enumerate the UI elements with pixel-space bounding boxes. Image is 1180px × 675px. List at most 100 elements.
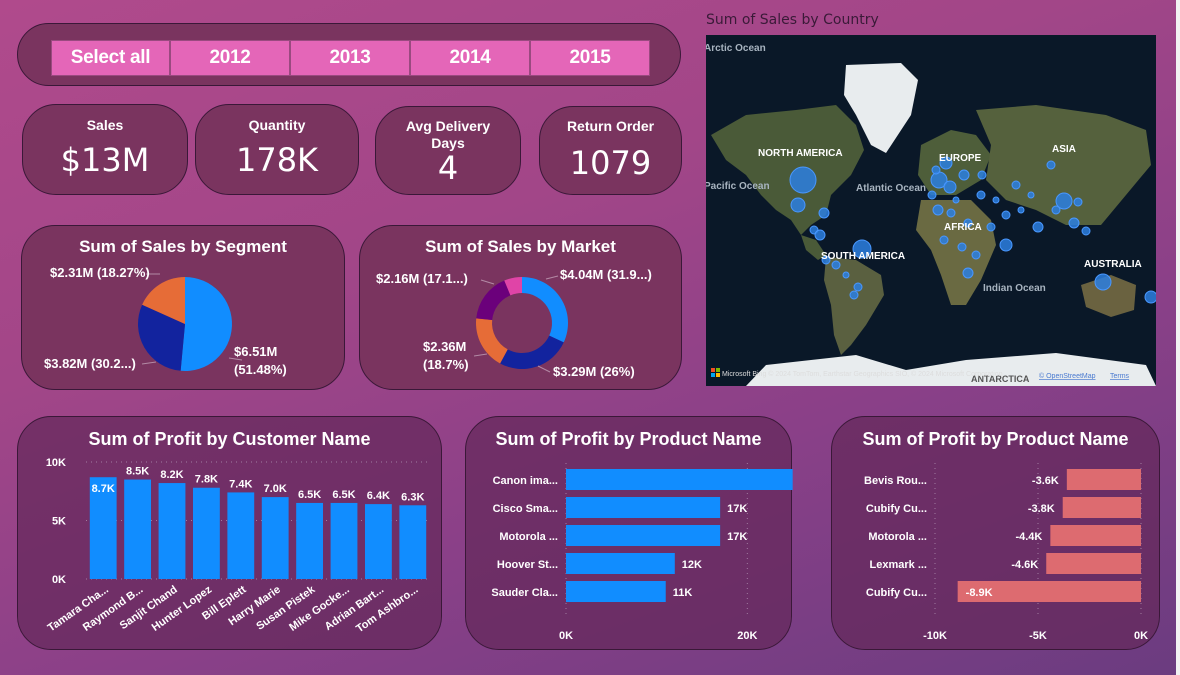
map-bubble[interactable] xyxy=(1068,217,1080,229)
pie-slice[interactable] xyxy=(138,304,185,371)
slice-label: (51.48%) xyxy=(234,362,287,377)
map-bubble[interactable] xyxy=(958,169,970,181)
bar[interactable] xyxy=(124,479,152,579)
y-tick-label: Canon ima... xyxy=(493,475,558,487)
sales-by-country-map[interactable]: NORTH AMERICA EUROPE ASIA AFRICA SOUTH A… xyxy=(706,35,1156,386)
pie-slice[interactable] xyxy=(476,318,508,364)
map-bubble[interactable] xyxy=(789,166,817,194)
bar[interactable] xyxy=(261,497,289,579)
map-bubble[interactable] xyxy=(963,218,973,228)
data-label: -3.8K xyxy=(1028,503,1055,515)
map-bubble[interactable] xyxy=(852,239,872,259)
data-label: -4.6K xyxy=(1011,559,1038,571)
openstreetmap-link[interactable]: © OpenStreetMap xyxy=(1039,372,1096,380)
map-canvas[interactable]: NORTH AMERICA EUROPE ASIA AFRICA SOUTH A… xyxy=(706,35,1156,386)
map-bubble[interactable] xyxy=(1081,226,1091,236)
map-bubble[interactable] xyxy=(849,290,859,300)
map-bubble[interactable] xyxy=(853,282,863,292)
kpi-label: Avg Delivery Days xyxy=(405,118,491,151)
terms-link[interactable]: Terms xyxy=(1110,373,1130,380)
x-tick-label: 0K xyxy=(559,630,573,642)
map-bubble[interactable] xyxy=(977,170,987,180)
map-bubble[interactable] xyxy=(821,255,831,265)
map-bubble[interactable] xyxy=(1011,180,1021,190)
leader-line xyxy=(141,361,157,365)
bar[interactable] xyxy=(566,497,721,518)
map-bubble[interactable] xyxy=(971,250,981,260)
map-label: NORTH AMERICA xyxy=(758,148,843,159)
chart-title: Sum of Profit by Product Name xyxy=(495,429,762,449)
slicer-year-2014[interactable]: 2014 xyxy=(410,40,530,76)
map-bubble[interactable] xyxy=(927,190,937,200)
map-bubble[interactable] xyxy=(992,196,1000,204)
map-bubble[interactable] xyxy=(814,229,826,241)
pie-slice[interactable] xyxy=(500,335,564,369)
slicer-year-2013[interactable]: 2013 xyxy=(290,40,410,76)
map-bubble[interactable] xyxy=(1027,191,1035,199)
bar[interactable] xyxy=(1066,469,1141,490)
slice-label: $6.51M xyxy=(234,344,277,359)
map-bubble[interactable] xyxy=(1001,210,1011,220)
map-bubble[interactable] xyxy=(962,267,974,279)
slice-label: $3.82M (30.2...) xyxy=(44,356,136,371)
south-america-landmass xyxy=(824,257,884,355)
bar[interactable] xyxy=(296,502,324,579)
antarctica-landmass xyxy=(746,353,1156,386)
bar[interactable] xyxy=(399,505,427,579)
bar[interactable] xyxy=(364,504,392,579)
bar[interactable] xyxy=(227,492,255,579)
australia-landmass xyxy=(1081,275,1136,317)
slicer-year-2012[interactable]: 2012 xyxy=(170,40,290,76)
map-bubble[interactable] xyxy=(1032,221,1044,233)
map-bubble[interactable] xyxy=(818,207,830,219)
bar[interactable] xyxy=(192,487,220,579)
pie-slice[interactable] xyxy=(180,277,233,371)
map-bubble[interactable] xyxy=(1051,205,1061,215)
map-bubble[interactable] xyxy=(932,204,944,216)
bar[interactable] xyxy=(566,469,793,490)
map-bubble[interactable] xyxy=(946,208,956,218)
map-bubble[interactable] xyxy=(986,222,996,232)
bar[interactable] xyxy=(158,483,186,579)
market-donut-card: Sum of Sales by Market $4.04M (31.9...) … xyxy=(359,225,682,390)
map-bubble[interactable] xyxy=(939,156,953,170)
pie-slice[interactable] xyxy=(142,277,185,324)
slicer-select-all[interactable]: Select all xyxy=(51,40,170,76)
bar[interactable] xyxy=(566,553,675,574)
slice-label: $4.04M (31.9...) xyxy=(560,267,652,282)
pie-slice[interactable] xyxy=(476,280,511,320)
slice-label: $2.16M (17.1...) xyxy=(376,271,468,286)
map-bubble[interactable] xyxy=(790,197,806,213)
map-bubble[interactable] xyxy=(1073,197,1083,207)
bar[interactable] xyxy=(566,525,721,546)
map-bubble[interactable] xyxy=(1046,160,1056,170)
bar[interactable] xyxy=(1046,553,1141,574)
bar[interactable] xyxy=(89,477,117,579)
pie-slice[interactable] xyxy=(504,277,522,296)
map-bubble[interactable] xyxy=(831,260,841,270)
map-bubble[interactable] xyxy=(999,238,1013,252)
bar[interactable] xyxy=(566,581,666,602)
bar[interactable] xyxy=(330,502,358,579)
map-bubble[interactable] xyxy=(1094,273,1112,291)
map-bubble[interactable] xyxy=(952,196,960,204)
slicer-year-2015[interactable]: 2015 xyxy=(530,40,650,76)
map-bubble[interactable] xyxy=(957,242,967,252)
pie-slice[interactable] xyxy=(522,277,568,343)
map-bubble[interactable] xyxy=(939,235,949,245)
map-bubble[interactable] xyxy=(943,180,957,194)
map-bubble[interactable] xyxy=(1017,206,1025,214)
map-bubble[interactable] xyxy=(842,271,850,279)
donut-slices xyxy=(476,277,568,369)
bar[interactable] xyxy=(1050,525,1141,546)
y-tick-label: Motorola ... xyxy=(868,531,927,543)
map-bubbles xyxy=(789,156,1156,304)
data-label: -8.9K xyxy=(966,587,993,599)
map-bubble[interactable] xyxy=(1144,290,1156,304)
bar[interactable] xyxy=(957,581,1141,602)
bar[interactable] xyxy=(1062,497,1141,518)
map-bubble[interactable] xyxy=(931,165,941,175)
data-label: 8.5K xyxy=(126,466,149,478)
map-bubble[interactable] xyxy=(1055,192,1073,210)
map-bubble[interactable] xyxy=(976,190,986,200)
